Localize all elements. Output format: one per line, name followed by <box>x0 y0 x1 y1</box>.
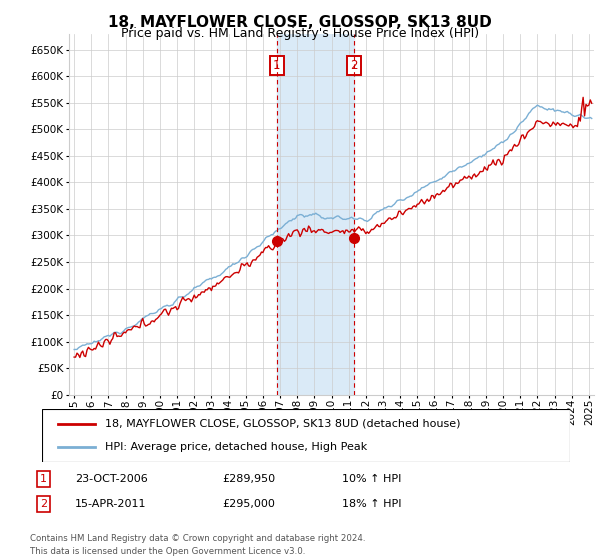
Text: 15-APR-2011: 15-APR-2011 <box>75 499 146 509</box>
Text: £289,950: £289,950 <box>222 474 275 484</box>
Text: 18, MAYFLOWER CLOSE, GLOSSOP, SK13 8UD: 18, MAYFLOWER CLOSE, GLOSSOP, SK13 8UD <box>108 15 492 30</box>
Text: 1: 1 <box>40 474 47 484</box>
Text: HPI: Average price, detached house, High Peak: HPI: Average price, detached house, High… <box>106 442 368 452</box>
FancyBboxPatch shape <box>42 409 570 462</box>
Text: 23-OCT-2006: 23-OCT-2006 <box>75 474 148 484</box>
Bar <box>277 34 353 395</box>
Text: 10% ↑ HPI: 10% ↑ HPI <box>342 474 401 484</box>
Text: Contains HM Land Registry data © Crown copyright and database right 2024.
This d: Contains HM Land Registry data © Crown c… <box>30 534 365 556</box>
Text: 2: 2 <box>350 59 358 72</box>
Text: £295,000: £295,000 <box>222 499 275 509</box>
Text: Price paid vs. HM Land Registry's House Price Index (HPI): Price paid vs. HM Land Registry's House … <box>121 27 479 40</box>
Text: 2: 2 <box>40 499 47 509</box>
Text: 18% ↑ HPI: 18% ↑ HPI <box>342 499 401 509</box>
Text: 1: 1 <box>273 59 281 72</box>
Text: 18, MAYFLOWER CLOSE, GLOSSOP, SK13 8UD (detached house): 18, MAYFLOWER CLOSE, GLOSSOP, SK13 8UD (… <box>106 419 461 429</box>
